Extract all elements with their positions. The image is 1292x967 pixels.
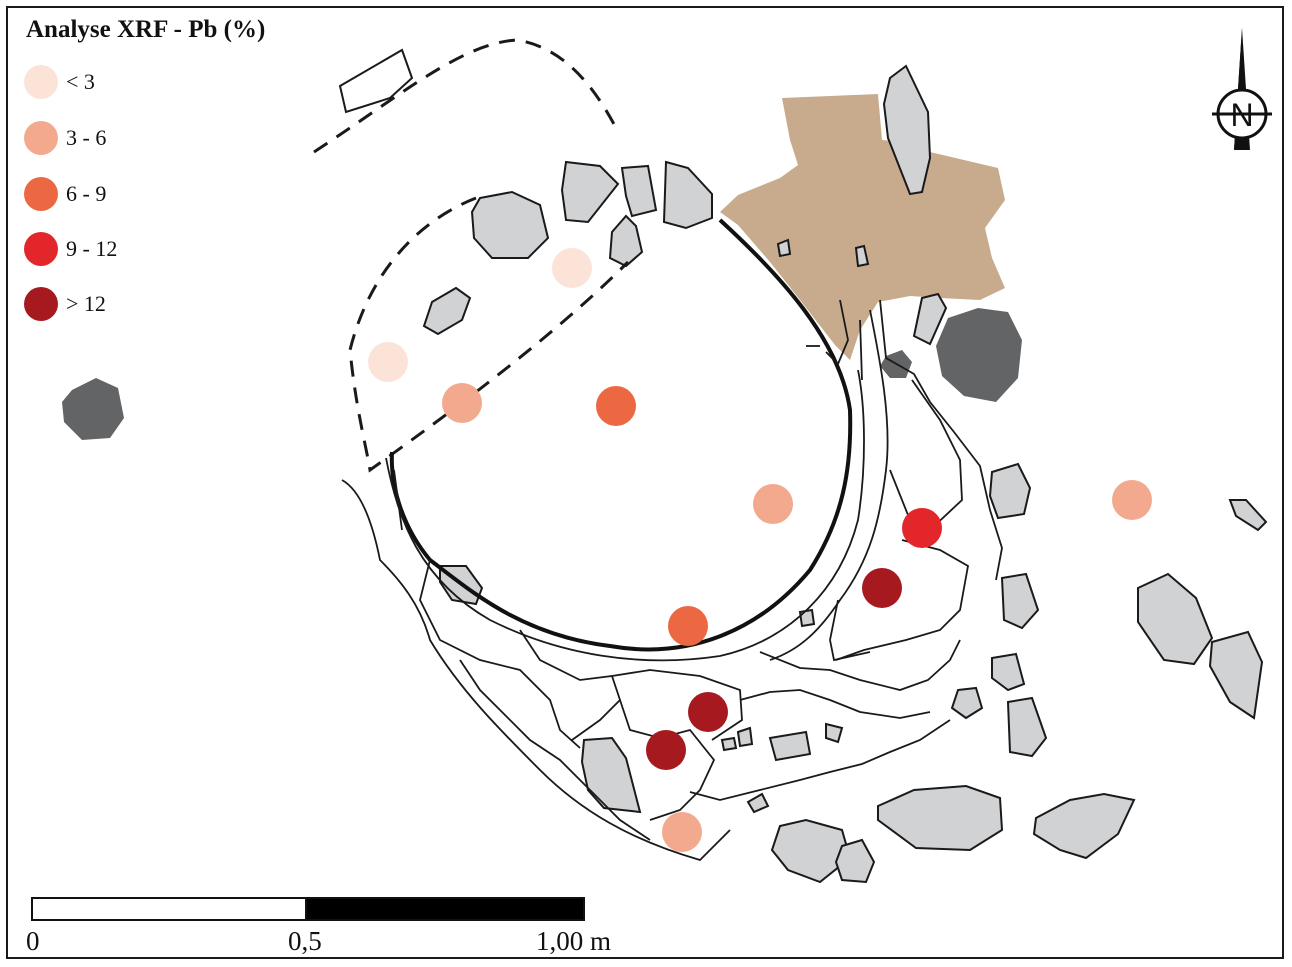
stone-block bbox=[338, 48, 414, 114]
legend-swatch bbox=[24, 177, 58, 211]
legend-item-lt3: < 3 bbox=[24, 64, 95, 100]
sample-point bbox=[442, 383, 482, 423]
legend-item-gt12: > 12 bbox=[24, 286, 106, 322]
sample-point bbox=[688, 692, 728, 732]
dark-stone bbox=[936, 308, 1022, 402]
stone bbox=[877, 784, 1004, 852]
stone bbox=[1032, 792, 1136, 860]
stone bbox=[620, 164, 658, 218]
stone bbox=[798, 608, 816, 628]
stone bbox=[1006, 696, 1048, 758]
legend-item-3-6: 3 - 6 bbox=[24, 120, 106, 156]
sample-point bbox=[668, 606, 708, 646]
legend-swatch bbox=[24, 232, 58, 266]
legend-swatch bbox=[24, 121, 58, 155]
stone bbox=[882, 64, 932, 196]
scale-label-1m: 1,00 m bbox=[536, 926, 612, 956]
dark-stone bbox=[62, 378, 124, 440]
legend-item-6-9: 6 - 9 bbox=[24, 176, 106, 212]
sample-point bbox=[646, 730, 686, 770]
stone bbox=[1000, 572, 1040, 630]
stone bbox=[776, 238, 792, 258]
stones bbox=[422, 64, 1268, 884]
stone bbox=[768, 730, 812, 762]
stone bbox=[1228, 499, 1268, 532]
legend-label: < 3 bbox=[66, 69, 95, 94]
sample-point bbox=[368, 342, 408, 382]
stone bbox=[988, 462, 1032, 520]
sample-point bbox=[862, 568, 902, 608]
dashed-limit-outer bbox=[313, 38, 618, 154]
legend-item-9-12: 9 - 12 bbox=[24, 231, 117, 267]
legend-label: 3 - 6 bbox=[66, 125, 107, 150]
sample-point bbox=[902, 508, 942, 548]
sample-point bbox=[753, 484, 793, 524]
legend-label: 9 - 12 bbox=[66, 236, 118, 261]
stone bbox=[470, 190, 550, 259]
stone bbox=[950, 686, 984, 720]
stone bbox=[991, 652, 1026, 692]
sample-point bbox=[662, 812, 702, 852]
north-arrow-icon: N bbox=[1212, 28, 1272, 150]
sample-point bbox=[1112, 480, 1152, 520]
soil-patch bbox=[720, 94, 1005, 360]
contours bbox=[341, 299, 1003, 862]
stone bbox=[736, 726, 754, 748]
scale-label-0-5: 0,5 bbox=[288, 926, 322, 956]
scale-segment-black bbox=[305, 897, 585, 921]
dashed-limits bbox=[313, 38, 630, 473]
scale-bar bbox=[31, 897, 585, 921]
stone bbox=[854, 244, 870, 268]
legend-swatch bbox=[24, 65, 58, 99]
pit-outline bbox=[389, 218, 853, 652]
north-letter: N bbox=[1230, 97, 1253, 133]
stone bbox=[720, 736, 738, 752]
legend-label: > 12 bbox=[66, 291, 106, 316]
stone bbox=[825, 722, 844, 744]
stone bbox=[580, 736, 642, 814]
stone bbox=[912, 292, 948, 346]
map-title: Analyse XRF - Pb (%) bbox=[26, 16, 266, 43]
scale-segment-white bbox=[31, 897, 307, 921]
stone bbox=[662, 160, 713, 230]
stone bbox=[1208, 630, 1264, 720]
stone bbox=[422, 286, 472, 336]
legend-swatch bbox=[24, 287, 58, 321]
stone bbox=[746, 792, 770, 814]
dashed-limit-inner bbox=[348, 196, 630, 473]
stone bbox=[1137, 572, 1214, 666]
stone bbox=[770, 818, 852, 884]
stone bbox=[834, 838, 876, 884]
xrf-samples bbox=[368, 248, 1152, 852]
stone bbox=[560, 160, 620, 224]
scale-label-0: 0 bbox=[26, 926, 40, 956]
legend-label: 6 - 9 bbox=[66, 181, 107, 206]
stone bbox=[608, 214, 644, 268]
dark-stones bbox=[62, 308, 1022, 440]
sample-point bbox=[552, 248, 592, 288]
sample-point bbox=[596, 386, 636, 426]
